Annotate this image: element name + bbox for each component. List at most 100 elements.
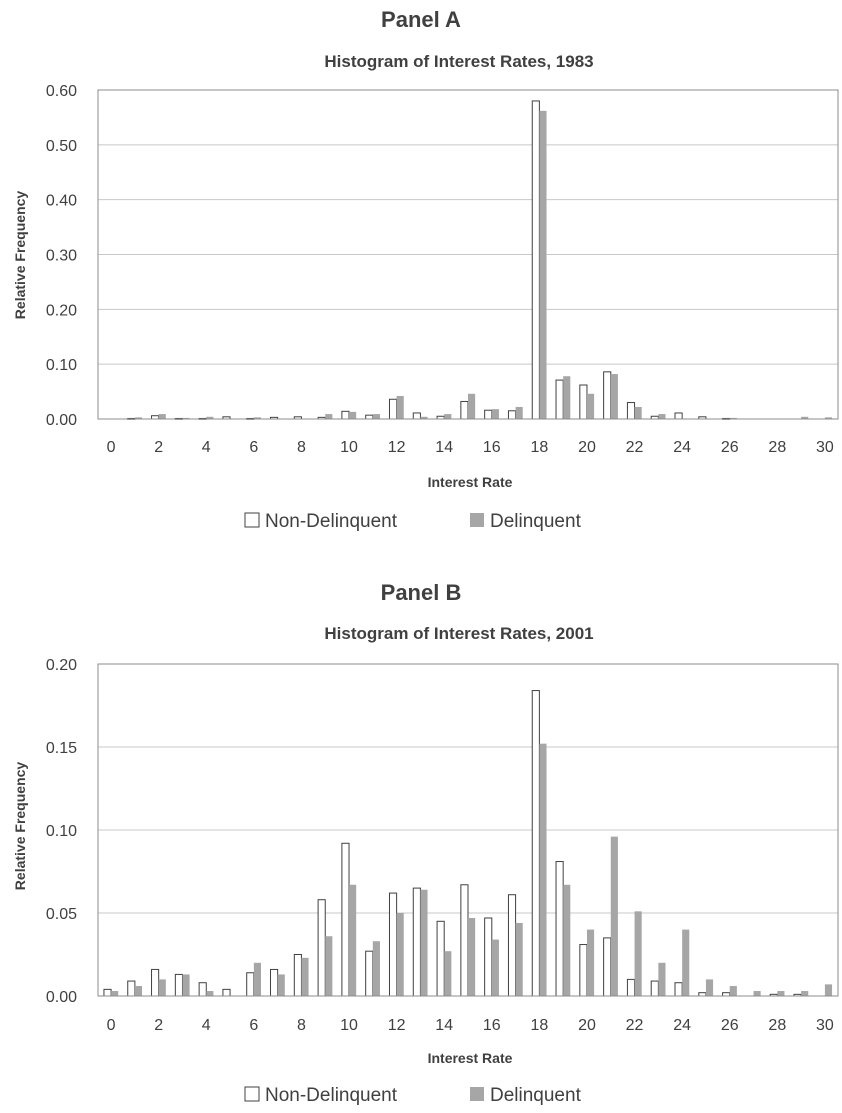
bar-delinquent <box>610 836 618 996</box>
bar-delinquent <box>325 936 333 996</box>
bar-delinquent <box>182 417 190 419</box>
bar-delinquent <box>253 962 261 996</box>
bar-non-delinquent <box>317 899 326 997</box>
bar-delinquent <box>158 979 166 996</box>
panel-title: Panel A <box>381 7 461 32</box>
bar-delinquent <box>801 991 809 996</box>
bar-delinquent <box>134 986 143 996</box>
bar-delinquent <box>396 913 404 996</box>
bar-delinquent <box>491 939 499 996</box>
bar-delinquent <box>444 414 452 419</box>
legend-label-delinquent: Delinquent <box>490 511 582 532</box>
bar-delinquent <box>658 962 666 996</box>
bar-delinquent <box>586 929 595 996</box>
bar-delinquent <box>729 417 737 419</box>
bar-delinquent <box>420 889 428 996</box>
y-tick-label: 0.10 <box>46 357 77 374</box>
y-tick-label: 0.00 <box>46 989 77 1006</box>
bar-delinquent <box>444 951 452 996</box>
bar-non-delinquent <box>270 968 279 997</box>
x-tick-label: 16 <box>483 439 501 456</box>
x-tick-label: 28 <box>768 1017 786 1034</box>
bar-delinquent <box>396 395 404 419</box>
bar-delinquent <box>491 409 499 419</box>
legend-swatch-non-delinquent <box>244 512 260 528</box>
bar-delinquent <box>468 393 476 419</box>
bar-non-delinquent <box>650 980 659 997</box>
legend-label-non-delinquent: Non-Delinquent <box>265 511 398 532</box>
x-tick-label: 6 <box>249 439 258 456</box>
bar-delinquent <box>325 414 333 419</box>
bar-non-delinquent <box>626 402 636 420</box>
bar-delinquent <box>134 417 143 419</box>
bar-delinquent <box>372 414 380 419</box>
x-tick-label: 30 <box>816 439 834 456</box>
chart-title: Histogram of Interest Rates, 2001 <box>324 624 593 643</box>
bar-non-delinquent <box>341 842 350 997</box>
y-tick-label: 0.20 <box>46 657 77 674</box>
bar-non-delinquent <box>579 384 588 420</box>
bar-non-delinquent <box>507 410 517 420</box>
bar-non-delinquent <box>555 379 564 420</box>
x-tick-labels: 0 2 4 6 8 10 12 14 16 18 20 22 24 26 28 30 <box>107 1017 834 1034</box>
bar-delinquent <box>111 991 119 996</box>
bar-delinquent <box>610 374 618 419</box>
bar-delinquent <box>206 416 214 419</box>
y-tick-label: 0.00 <box>46 412 77 429</box>
bar-delinquent <box>705 979 714 996</box>
y-tick-label: 0.60 <box>46 83 77 100</box>
bar-delinquent <box>515 406 523 419</box>
x-tick-label: 14 <box>435 439 453 456</box>
legend-label-delinquent: Delinquent <box>490 1085 582 1106</box>
x-tick-label: 6 <box>249 1017 258 1034</box>
bar-delinquent <box>539 110 547 419</box>
y-axis-label: Relative Frequency <box>12 191 28 320</box>
bar-delinquent <box>372 941 380 996</box>
y-tick-label: 0.50 <box>46 138 77 155</box>
y-tick-label: 0.10 <box>46 823 77 840</box>
legend: Non-Delinquent Delinquent <box>244 1085 582 1106</box>
bar-non-delinquent <box>436 920 445 997</box>
x-tick-label: 10 <box>340 1017 358 1034</box>
bar-non-delinquent <box>603 371 612 420</box>
bar-non-delinquent <box>174 973 183 997</box>
bar-delinquent <box>586 393 595 419</box>
x-tick-label: 10 <box>340 439 358 456</box>
x-tick-label: 22 <box>626 1017 644 1034</box>
bar-non-delinquent <box>531 100 540 420</box>
x-tick-labels: 0 2 4 6 8 10 12 14 16 18 20 22 24 26 28 30 <box>107 439 834 456</box>
x-tick-label: 18 <box>530 439 548 456</box>
x-tick-label: 12 <box>388 1017 406 1034</box>
bar-delinquent <box>634 911 642 996</box>
bar-non-delinquent <box>555 861 564 997</box>
bar-non-delinquent <box>365 950 374 997</box>
bar-non-delinquent <box>127 980 136 997</box>
y-tick-label: 0.15 <box>46 740 77 757</box>
bar-delinquent <box>634 406 642 419</box>
bar-delinquent <box>182 974 190 996</box>
bar-delinquent <box>515 922 523 996</box>
bar-non-delinquent <box>460 884 469 997</box>
bar-delinquent <box>301 957 309 996</box>
x-tick-label: 2 <box>154 439 163 456</box>
bar-non-delinquent <box>151 968 160 997</box>
x-tick-label: 0 <box>107 439 116 456</box>
y-tick-labels: 0.00 0.05 0.10 0.15 0.20 <box>46 657 77 1006</box>
plot-area <box>97 663 839 997</box>
gridlines <box>98 144 838 365</box>
bar-non-delinquent <box>674 412 683 420</box>
bar-delinquent <box>539 743 547 996</box>
x-tick-label: 28 <box>768 439 786 456</box>
x-tick-label: 26 <box>721 1017 739 1034</box>
x-tick-label: 26 <box>721 439 739 456</box>
bar-delinquent <box>824 984 833 996</box>
y-tick-label: 0.05 <box>46 906 77 923</box>
bar-non-delinquent <box>603 937 612 997</box>
x-tick-label: 0 <box>107 1017 116 1034</box>
bar-non-delinquent <box>484 917 493 997</box>
bar-delinquent <box>777 991 785 996</box>
bar-non-delinquent <box>412 887 421 997</box>
bar-delinquent <box>563 376 571 419</box>
legend-swatch-delinquent <box>470 1087 484 1101</box>
bar-non-delinquent <box>484 409 493 420</box>
